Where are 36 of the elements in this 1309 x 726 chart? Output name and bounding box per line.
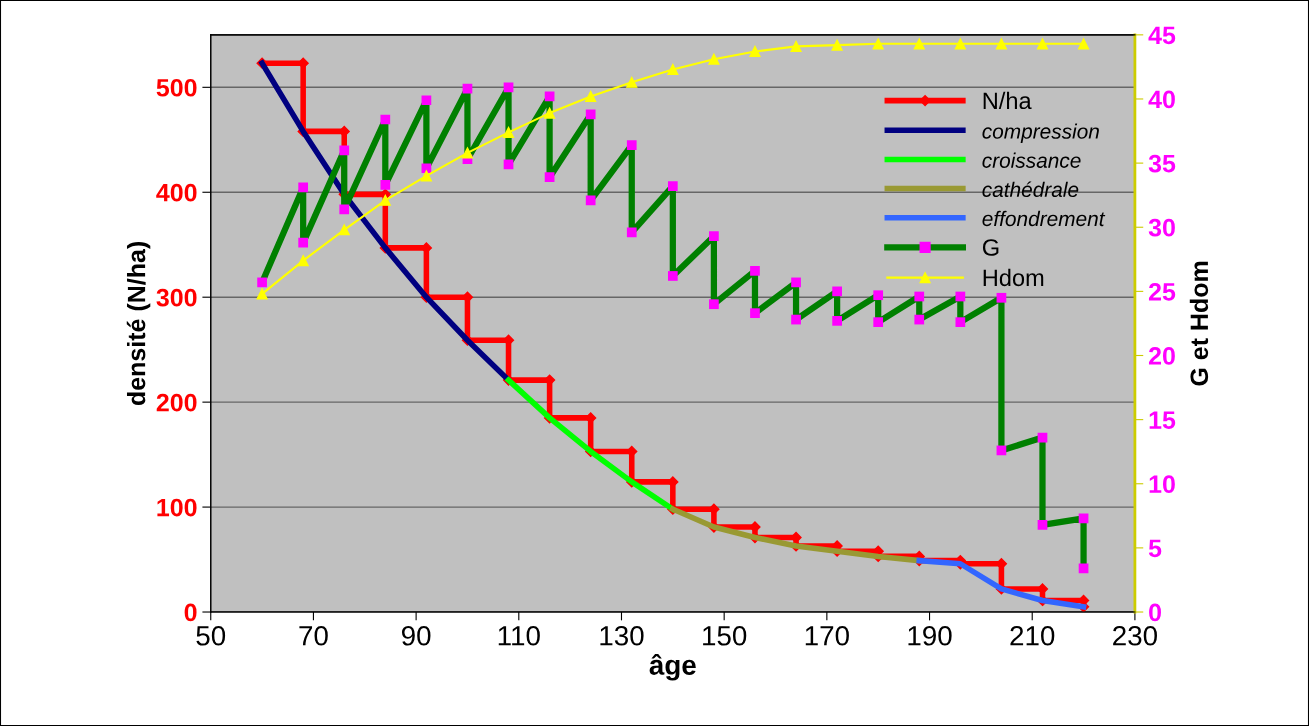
legend-label: Hdom: [983, 268, 1044, 287]
y2-tick-label: 20: [1148, 347, 1175, 365]
y-tick-label: 500: [156, 78, 197, 97]
legend-label: croissance: [982, 152, 1081, 168]
y2-tick-label: 40: [1148, 90, 1175, 109]
x-tick-label: 230: [1113, 625, 1157, 646]
y2-tick-label: 35: [1148, 154, 1176, 173]
y-tick-label: 200: [156, 393, 197, 412]
y2-axis-title: G et Hdom: [1189, 261, 1209, 386]
x-tick-label: 70: [299, 625, 328, 646]
x-tick-label: 210: [1010, 625, 1055, 646]
x-tick-label: 170: [805, 625, 849, 646]
y2-tick-label: 15: [1149, 411, 1176, 429]
x-tick-label: 90: [401, 625, 431, 646]
y2-tick-label: 0: [1149, 603, 1161, 622]
y2-tick-label: 45: [1148, 26, 1176, 45]
y-tick-label: 400: [156, 183, 197, 202]
y2-tick-label: 25: [1148, 282, 1176, 301]
legend-label: effondrement: [982, 210, 1106, 227]
x-axis-title: âge: [649, 653, 696, 681]
y-tick-label: 300: [156, 288, 197, 307]
x-tick-label: 50: [196, 625, 226, 646]
y-tick-label: 0: [184, 603, 197, 622]
y2-tick-label: 30: [1148, 218, 1175, 237]
y-axis-title: densité (N/ha): [126, 242, 151, 406]
legend-label: G: [982, 239, 999, 256]
legend-label: compression: [982, 123, 1099, 143]
y2-tick-label: 10: [1149, 475, 1175, 494]
legend-label: N/ha: [983, 91, 1032, 110]
x-tick-label: 150: [703, 625, 747, 646]
x-tick-label: 130: [600, 625, 644, 646]
x-tick-label: 110: [498, 625, 540, 646]
x-tick-label: 190: [908, 625, 952, 646]
y2-tick-label: 5: [1148, 539, 1162, 558]
y-tick-label: 100: [157, 498, 197, 517]
legend-label: cathédrale: [982, 181, 1079, 198]
